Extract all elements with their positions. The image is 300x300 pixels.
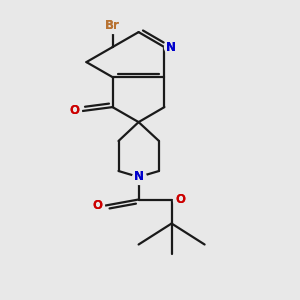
Text: O: O [69,104,79,118]
Text: Br: Br [105,19,120,32]
Text: O: O [92,199,102,212]
Text: O: O [92,199,102,212]
Text: Br: Br [105,19,120,32]
Text: N: N [166,40,176,54]
Text: O: O [175,193,185,206]
Text: N: N [166,40,176,54]
Text: N: N [134,170,144,184]
Text: O: O [175,193,185,206]
Text: N: N [134,170,144,184]
Text: O: O [69,104,79,118]
